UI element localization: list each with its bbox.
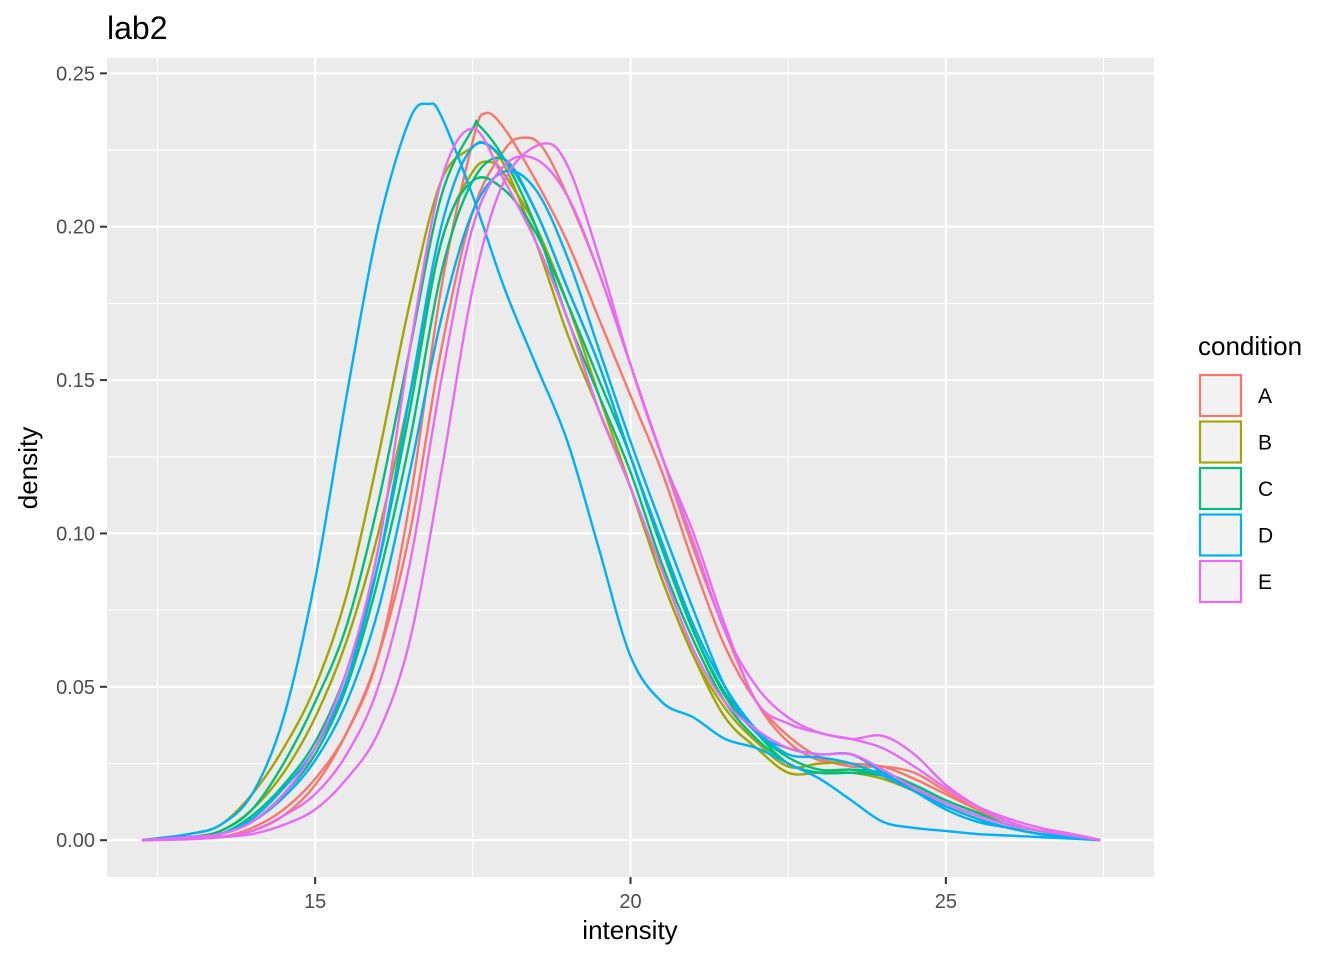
- y-axis-title: density: [13, 427, 43, 509]
- y-tick-label: 0.15: [56, 370, 95, 392]
- x-tick-label: 15: [304, 891, 326, 913]
- legend-label-C: C: [1258, 478, 1273, 501]
- y-tick-label: 0.25: [56, 63, 95, 85]
- legend-key-A: [1198, 373, 1243, 418]
- legend-key-B: [1198, 420, 1243, 464]
- legend-label-B: B: [1258, 432, 1272, 455]
- density-line-D: [141, 141, 1101, 842]
- y-tick-label: 0.00: [56, 830, 95, 852]
- legend-key-D: [1198, 513, 1243, 557]
- y-tick-label: 0.05: [56, 677, 95, 699]
- axis-tick-labels: 15 20 25 0.00 0.05 0.10 0.15 0.20 0.25: [56, 63, 957, 913]
- y-tick-label: 0.10: [56, 523, 95, 545]
- x-tick-label: 25: [935, 891, 957, 913]
- density-line-D: [141, 102, 1101, 842]
- density-line-E: [141, 127, 1101, 842]
- axis-ticks: [100, 72, 947, 884]
- legend-label-A: A: [1258, 385, 1272, 408]
- density-line-E: [141, 154, 1101, 842]
- y-tick-label: 0.20: [56, 217, 95, 239]
- density-line-E: [141, 142, 1101, 842]
- legend-label-D: D: [1258, 525, 1273, 548]
- chart-title: lab2: [107, 10, 168, 46]
- legend-key-E: [1198, 559, 1243, 604]
- legend-key-C: [1198, 466, 1243, 511]
- x-axis-title: intensity: [582, 915, 677, 945]
- legend-title: condition: [1198, 331, 1302, 361]
- x-tick-label: 20: [619, 891, 641, 913]
- legend-label-E: E: [1258, 571, 1272, 594]
- legend: condition A BC DE: [1198, 331, 1302, 604]
- density-line-D: [141, 169, 1101, 842]
- series-layer: [141, 102, 1101, 842]
